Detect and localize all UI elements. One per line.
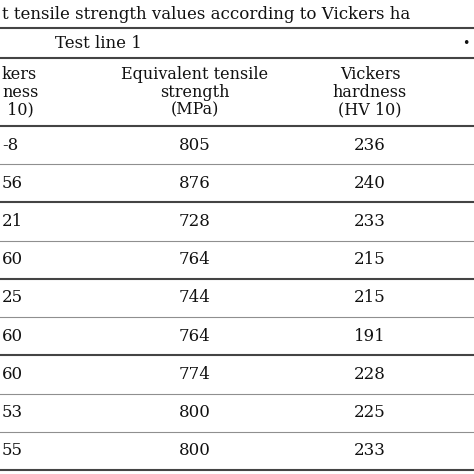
Text: •: •	[463, 36, 470, 49]
Text: 225: 225	[354, 404, 386, 421]
Text: 800: 800	[179, 404, 211, 421]
Text: Test line 1: Test line 1	[55, 35, 142, 52]
Text: 774: 774	[179, 366, 211, 383]
Text: 215: 215	[354, 290, 386, 307]
Text: 215: 215	[354, 251, 386, 268]
Text: Equivalent tensile: Equivalent tensile	[121, 66, 269, 83]
Text: strength: strength	[160, 84, 230, 101]
Text: hardness: hardness	[333, 84, 407, 101]
Text: 764: 764	[179, 328, 211, 345]
Text: 240: 240	[354, 175, 386, 192]
Text: 233: 233	[354, 213, 386, 230]
Text: 764: 764	[179, 251, 211, 268]
Text: -8: -8	[2, 137, 18, 154]
Text: 233: 233	[354, 442, 386, 459]
Text: 53: 53	[2, 404, 23, 421]
Text: Vickers: Vickers	[340, 66, 401, 83]
Text: ness: ness	[2, 84, 38, 101]
Text: 236: 236	[354, 137, 386, 154]
Text: 800: 800	[179, 442, 211, 459]
Text: kers: kers	[2, 66, 37, 83]
Text: t tensile strength values according to Vickers ha: t tensile strength values according to V…	[2, 6, 410, 22]
Text: 728: 728	[179, 213, 211, 230]
Text: (HV 10): (HV 10)	[338, 101, 402, 118]
Text: 60: 60	[2, 251, 23, 268]
Text: 56: 56	[2, 175, 23, 192]
Text: (MPa): (MPa)	[171, 101, 219, 118]
Text: 60: 60	[2, 328, 23, 345]
Text: 21: 21	[2, 213, 23, 230]
Text: 191: 191	[354, 328, 386, 345]
Text: 10): 10)	[2, 101, 34, 118]
Text: 876: 876	[179, 175, 211, 192]
Text: 805: 805	[179, 137, 211, 154]
Text: 55: 55	[2, 442, 23, 459]
Text: 25: 25	[2, 290, 23, 307]
Text: 60: 60	[2, 366, 23, 383]
Text: 228: 228	[354, 366, 386, 383]
Text: 744: 744	[179, 290, 211, 307]
